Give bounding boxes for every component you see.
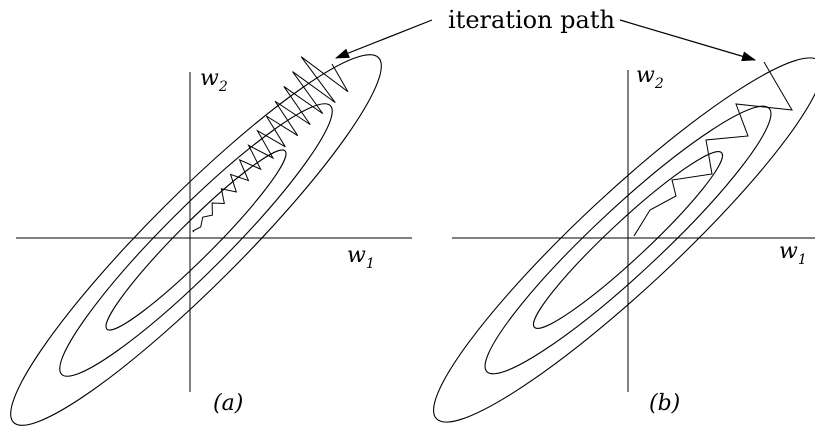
panel-a-contours [10, 54, 382, 426]
panel-b-x-label: w1 [779, 239, 807, 268]
panel-a-x-label: w1 [347, 243, 375, 272]
panel-b: w1 w2 (b) [433, 57, 815, 423]
panel-b-contour-inner [532, 151, 724, 329]
annotation-arrow-left [335, 19, 433, 59]
panel-a-label: (a) [213, 391, 243, 416]
annotation-arrow-right [619, 19, 756, 62]
panel-b-contours [433, 57, 815, 423]
panel-b-y-label: w2 [636, 63, 664, 92]
panel-b-contour-outer [433, 57, 815, 423]
panel-b-iteration-path [633, 61, 793, 237]
panel-a-y-label: w2 [200, 66, 228, 95]
panel-b-label: (b) [649, 391, 680, 416]
panel-a-iteration-path [192, 56, 349, 233]
panel-a-contour-outer [10, 54, 382, 426]
panel-a-contour-middle [59, 103, 333, 377]
panel-b-contour-middle [484, 105, 772, 375]
panel-a-contour-inner [105, 149, 287, 331]
annotation-title: iteration path [448, 6, 615, 34]
panel-a: w1 w2 (a) [10, 54, 412, 426]
